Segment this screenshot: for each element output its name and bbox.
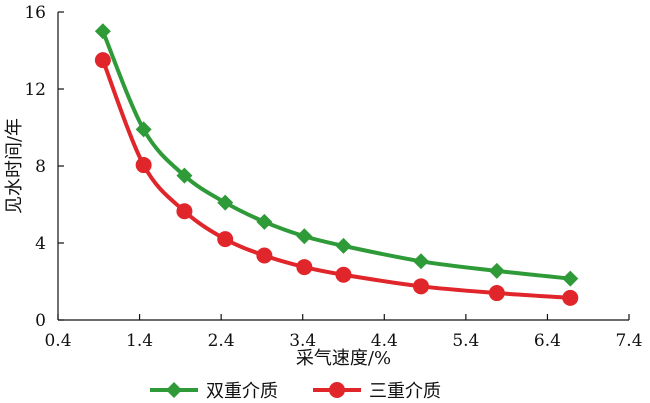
x-tick-label: 7.4 [615,331,642,351]
data-point-circle [176,203,193,220]
data-point-diamond [296,228,313,245]
series-line [100,58,573,300]
y-tick-label: 8 [35,157,46,177]
data-point-diamond [488,262,505,279]
data-point-diamond [562,270,579,287]
x-axis-title: 采气速度/% [296,348,391,369]
x-tick-label: 0.4 [44,331,71,351]
data-point-circle [94,52,111,69]
x-tick-label: 4.4 [371,331,398,351]
series-1 [94,52,579,306]
y-axis-title: 见水时间/年 [4,118,25,214]
x-tick-label: 5.4 [452,331,479,351]
data-point-diamond [256,213,273,230]
data-point-diamond [412,253,429,270]
data-point-diamond [335,237,352,254]
x-ticks: 0.4 1.4 2.4 3.4 4.4 5.4 6.4 7.4 [44,314,643,351]
series-layer [94,23,579,306]
data-point-diamond [135,121,152,138]
legend-marker-diamond [166,382,182,398]
data-point-diamond [94,23,111,40]
legend: 双重介质 三重介质 [150,381,441,402]
data-point-circle [335,266,352,283]
legend-label-double-medium: 双重介质 [206,381,278,402]
data-point-circle [412,278,429,295]
y-tick-label: 12 [24,80,46,100]
data-point-circle [562,289,579,306]
y-tick-label: 0 [35,311,46,331]
series-0 [94,23,579,287]
x-tick-label: 6.4 [534,331,561,351]
legend-label-triple-medium: 三重介质 [369,381,441,402]
data-point-diamond [176,167,193,184]
y-ticks: 0 4 8 12 16 [24,3,64,331]
y-tick-label: 16 [24,3,46,23]
y-tick-label: 4 [35,234,46,254]
data-point-circle [217,231,234,248]
data-point-circle [135,157,152,174]
data-point-circle [488,285,505,302]
x-tick-label: 2.4 [208,331,235,351]
legend-marker-circle [329,382,345,398]
data-point-circle [296,259,313,276]
series-line [100,29,573,281]
data-point-diamond [217,194,234,211]
x-tick-label: 3.4 [289,331,316,351]
data-point-circle [256,247,273,264]
x-tick-label: 1.4 [126,331,153,351]
